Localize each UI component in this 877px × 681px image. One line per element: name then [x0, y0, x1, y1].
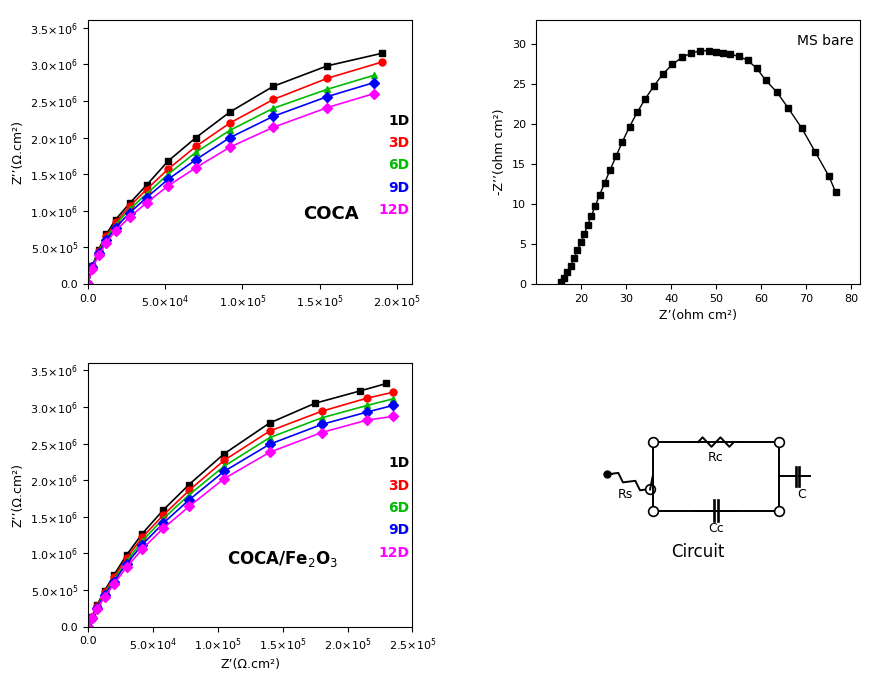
Y-axis label: -Z’’(ohm cm²): -Z’’(ohm cm²): [493, 109, 506, 195]
Text: 9D: 9D: [388, 180, 409, 195]
Text: Circuit: Circuit: [671, 543, 724, 560]
Y-axis label: Z’’(Ω.cm²): Z’’(Ω.cm²): [12, 120, 25, 184]
Text: COCA: COCA: [303, 206, 359, 223]
Text: C: C: [796, 488, 805, 501]
Text: 1D: 1D: [388, 114, 409, 127]
Text: 12D: 12D: [378, 203, 409, 217]
X-axis label: Z’(ohm cm²): Z’(ohm cm²): [659, 309, 737, 322]
Text: COCA/Fe$_2$O$_3$: COCA/Fe$_2$O$_3$: [227, 549, 338, 569]
Text: 12D: 12D: [378, 545, 409, 560]
Text: 6D: 6D: [388, 501, 409, 515]
Text: Cc: Cc: [707, 522, 723, 535]
Text: 9D: 9D: [388, 523, 409, 537]
Text: 3D: 3D: [388, 479, 409, 492]
Text: 1D: 1D: [388, 456, 409, 470]
X-axis label: Z’(Ω.cm²): Z’(Ω.cm²): [220, 659, 280, 671]
Text: Rc: Rc: [707, 452, 723, 464]
Y-axis label: Z’’(Ω.cm²): Z’’(Ω.cm²): [12, 463, 25, 527]
Text: Rs: Rs: [617, 488, 632, 501]
Text: MS bare: MS bare: [796, 33, 853, 48]
Text: 3D: 3D: [388, 136, 409, 150]
Text: 6D: 6D: [388, 159, 409, 172]
